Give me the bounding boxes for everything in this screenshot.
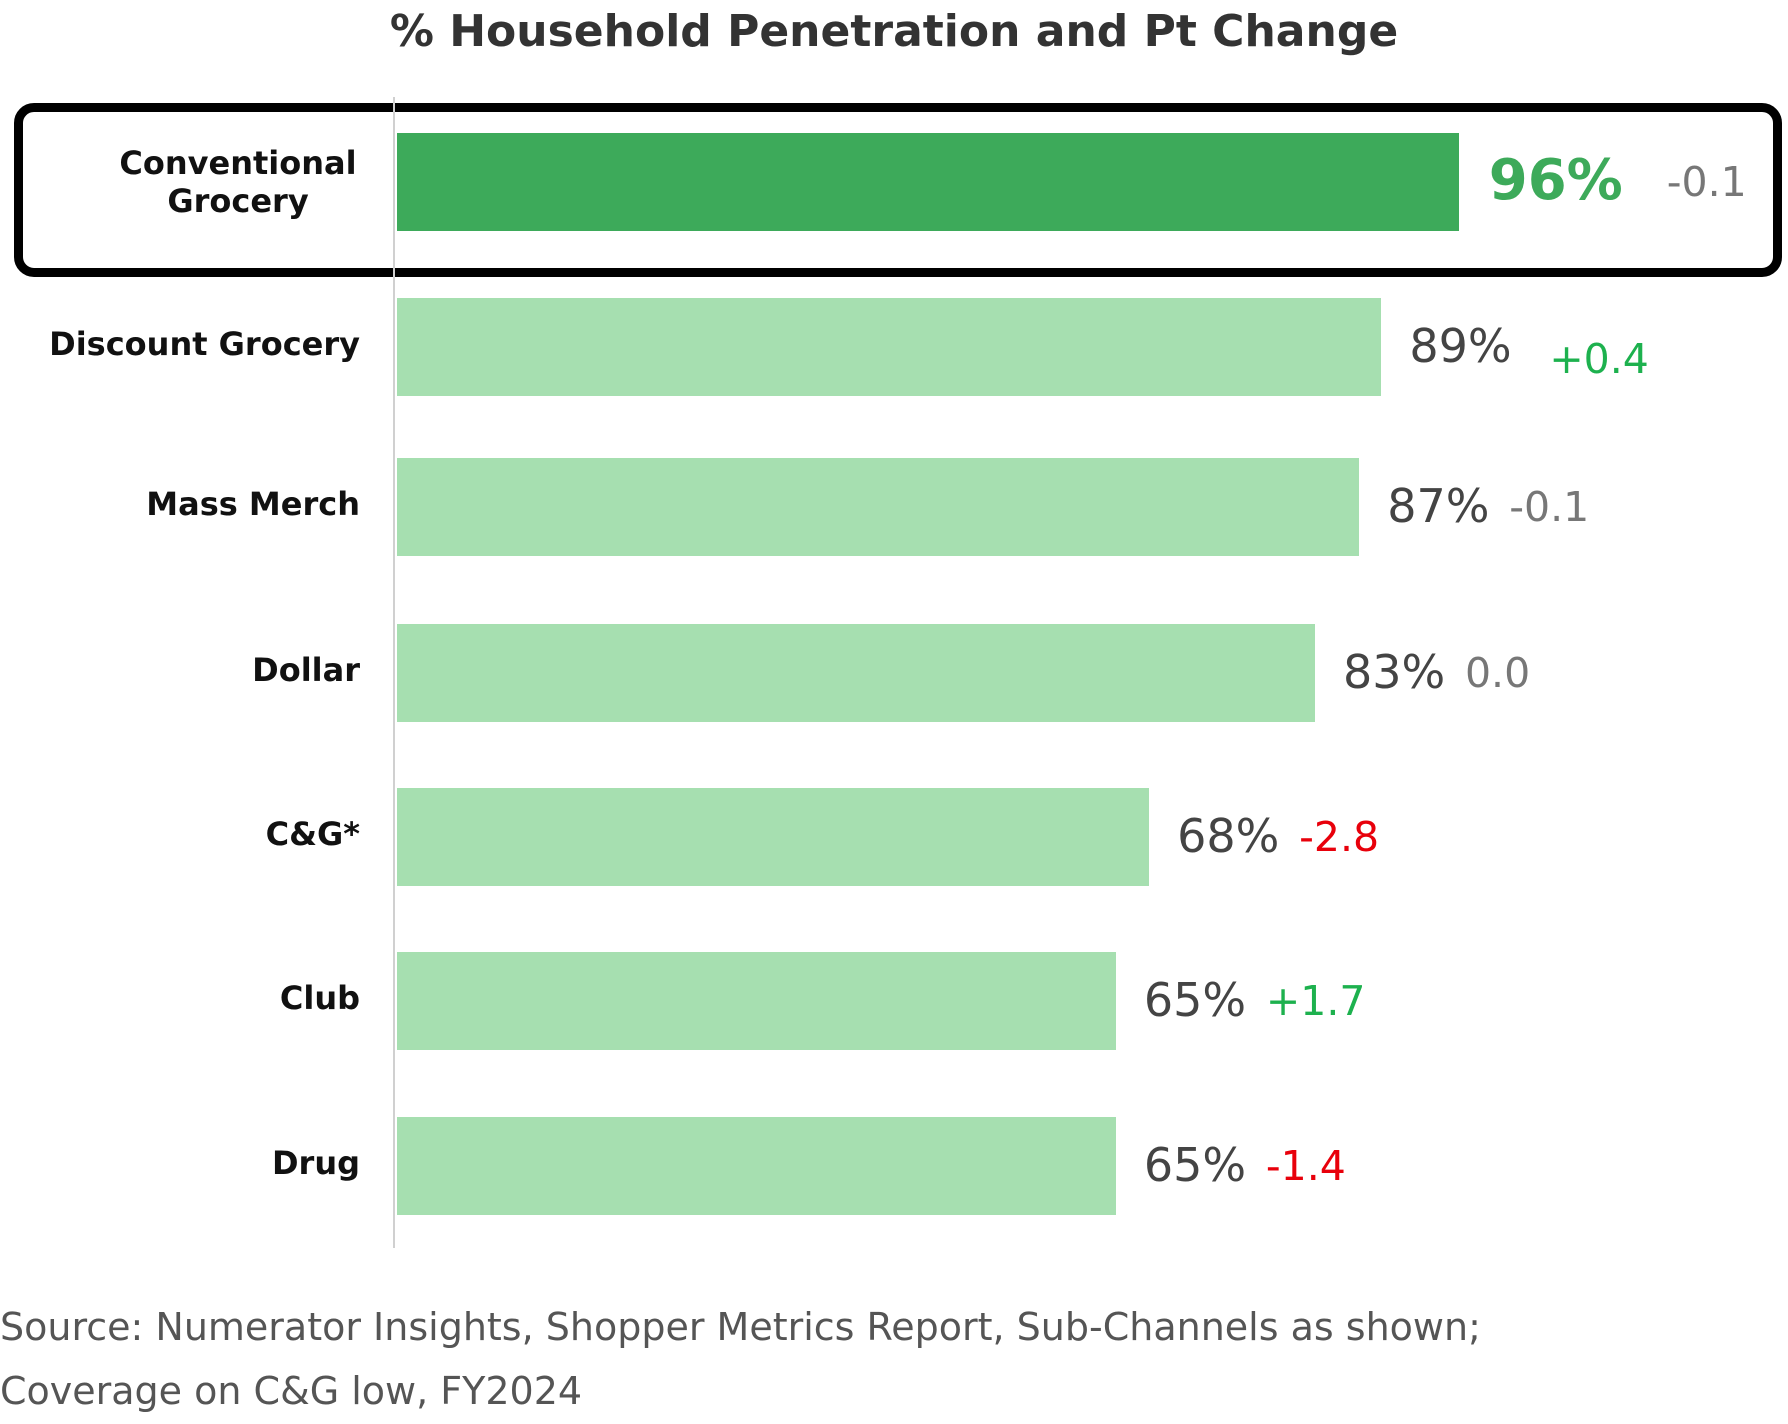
- value-label: 87%: [1387, 479, 1490, 533]
- pt-change-label: -0.1: [1666, 158, 1747, 206]
- value-label: 65%: [1143, 1138, 1247, 1192]
- pt-change-label: -2.8: [1299, 813, 1380, 861]
- source-note-line-1: Source: Numerator Insights, Shopper Metr…: [0, 1305, 1481, 1349]
- category-label: Conventional Grocery: [119, 144, 357, 220]
- bar: [397, 1117, 1116, 1215]
- pt-change-label: +1.7: [1265, 977, 1366, 1025]
- category-label: Mass Merch: [146, 485, 360, 523]
- value-label: 83%: [1342, 645, 1446, 699]
- bar: [397, 133, 1459, 231]
- chart-title: % Household Penetration and Pt Change: [389, 6, 1399, 57]
- category-label: C&G*: [265, 815, 360, 853]
- pt-change-label: +0.4: [1549, 335, 1649, 383]
- bar: [397, 298, 1382, 396]
- value-label: 65%: [1143, 973, 1247, 1027]
- highlight-box: [14, 103, 1782, 277]
- value-label: 68%: [1177, 809, 1280, 863]
- bar: [397, 788, 1150, 886]
- bar: [397, 952, 1116, 1050]
- value-label: 89%: [1409, 319, 1512, 373]
- pt-change-label: -0.1: [1509, 483, 1590, 531]
- pt-change-label: -1.4: [1265, 1142, 1346, 1190]
- bar: [397, 458, 1360, 556]
- bar: [397, 624, 1315, 722]
- category-label: Dollar: [252, 651, 360, 689]
- value-label: 96%: [1488, 148, 1623, 213]
- category-axis-line: [393, 97, 395, 1248]
- category-label: Drug: [271, 1144, 360, 1182]
- source-note-line-2: Coverage on C&G low, FY2024: [0, 1369, 583, 1413]
- category-label: Club: [279, 979, 360, 1017]
- pt-change-label: 0.0: [1464, 649, 1531, 697]
- category-label: Discount Grocery: [49, 325, 360, 363]
